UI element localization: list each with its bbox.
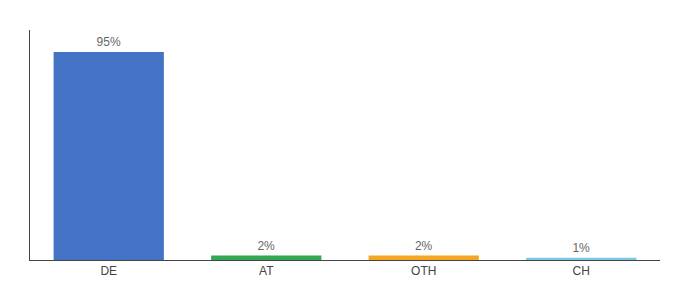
- svg-text:2%: 2%: [415, 239, 433, 253]
- svg-text:OTH: OTH: [411, 264, 436, 278]
- svg-text:AT: AT: [259, 264, 274, 278]
- svg-text:2%: 2%: [257, 239, 275, 253]
- svg-text:CH: CH: [573, 264, 590, 278]
- svg-text:1%: 1%: [572, 241, 590, 255]
- svg-text:DE: DE: [100, 264, 117, 278]
- svg-text:95%: 95%: [97, 35, 121, 49]
